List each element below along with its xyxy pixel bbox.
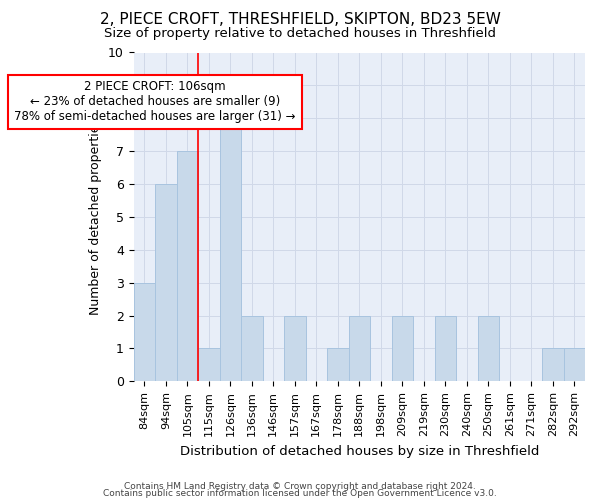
Bar [392,316,413,382]
Text: Contains public sector information licensed under the Open Government Licence v3: Contains public sector information licen… [103,490,497,498]
X-axis label: Distribution of detached houses by size in Threshfield: Distribution of detached houses by size … [179,444,539,458]
Bar [155,184,176,382]
Text: 2 PIECE CROFT: 106sqm
← 23% of detached houses are smaller (9)
78% of semi-detac: 2 PIECE CROFT: 106sqm ← 23% of detached … [14,80,296,124]
Bar [563,348,585,382]
Bar [542,348,563,382]
Bar [434,316,456,382]
Bar [176,151,198,382]
Bar [327,348,349,382]
Text: 2, PIECE CROFT, THRESHFIELD, SKIPTON, BD23 5EW: 2, PIECE CROFT, THRESHFIELD, SKIPTON, BD… [100,12,500,28]
Text: Contains HM Land Registry data © Crown copyright and database right 2024.: Contains HM Land Registry data © Crown c… [124,482,476,491]
Bar [284,316,305,382]
Bar [349,316,370,382]
Bar [220,118,241,382]
Bar [241,316,263,382]
Text: Size of property relative to detached houses in Threshfield: Size of property relative to detached ho… [104,28,496,40]
Bar [478,316,499,382]
Bar [134,282,155,382]
Bar [198,348,220,382]
Y-axis label: Number of detached properties: Number of detached properties [89,118,103,316]
